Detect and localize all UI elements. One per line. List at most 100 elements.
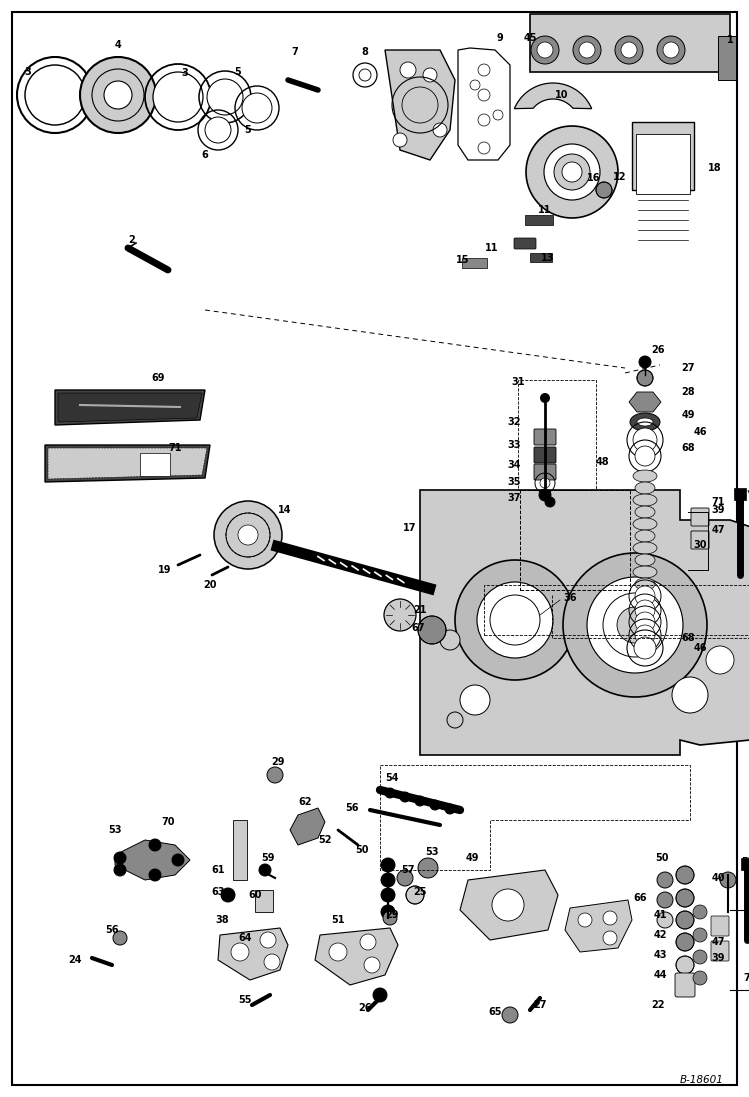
Circle shape: [531, 36, 559, 64]
Circle shape: [400, 792, 410, 802]
Circle shape: [425, 580, 445, 600]
Circle shape: [264, 954, 280, 970]
Circle shape: [526, 126, 618, 218]
Bar: [525, 215, 553, 225]
Text: 40: 40: [712, 873, 725, 883]
Circle shape: [384, 599, 416, 631]
Bar: [518, 380, 596, 490]
Circle shape: [226, 513, 270, 557]
Circle shape: [259, 864, 271, 877]
Text: 57: 57: [401, 866, 415, 875]
Circle shape: [400, 63, 416, 78]
Circle shape: [693, 950, 707, 964]
Circle shape: [635, 600, 655, 620]
Polygon shape: [58, 393, 202, 422]
Circle shape: [663, 42, 679, 58]
Circle shape: [373, 988, 387, 1002]
FancyBboxPatch shape: [514, 238, 536, 249]
Bar: [233, 819, 247, 880]
Circle shape: [114, 864, 126, 877]
Ellipse shape: [633, 518, 657, 530]
Circle shape: [415, 796, 425, 806]
Circle shape: [381, 905, 395, 919]
Text: 65: 65: [488, 1007, 502, 1017]
Text: 26: 26: [358, 1003, 372, 1013]
Polygon shape: [460, 870, 558, 940]
Circle shape: [418, 858, 438, 878]
Text: 54: 54: [385, 773, 398, 783]
Circle shape: [385, 788, 395, 798]
Circle shape: [490, 595, 540, 645]
Text: 67: 67: [411, 623, 425, 633]
Text: 5: 5: [234, 67, 241, 77]
Circle shape: [540, 478, 550, 488]
Circle shape: [492, 889, 524, 921]
Ellipse shape: [635, 578, 655, 590]
Text: B-18601: B-18601: [680, 1075, 724, 1085]
Bar: [140, 453, 170, 476]
Circle shape: [657, 36, 685, 64]
Ellipse shape: [637, 418, 653, 426]
Text: 30: 30: [694, 540, 707, 550]
Circle shape: [430, 800, 440, 810]
Text: 64: 64: [238, 934, 252, 943]
Text: 13: 13: [542, 253, 555, 263]
Text: 28: 28: [681, 387, 695, 397]
FancyBboxPatch shape: [691, 508, 709, 525]
Circle shape: [676, 934, 694, 951]
Circle shape: [455, 559, 575, 680]
Text: 17: 17: [403, 523, 416, 533]
Circle shape: [720, 872, 736, 887]
Polygon shape: [315, 928, 398, 985]
Circle shape: [267, 767, 283, 783]
Circle shape: [433, 123, 447, 137]
Text: 5: 5: [245, 125, 252, 135]
Polygon shape: [385, 50, 455, 160]
Text: 42: 42: [653, 930, 667, 940]
Text: 71: 71: [743, 973, 749, 983]
Text: 31: 31: [512, 377, 525, 387]
Text: 20: 20: [203, 580, 216, 590]
Ellipse shape: [633, 566, 657, 578]
Circle shape: [562, 162, 582, 182]
Circle shape: [493, 110, 503, 120]
Circle shape: [706, 646, 734, 674]
Circle shape: [478, 64, 490, 76]
Polygon shape: [115, 840, 190, 880]
Circle shape: [383, 911, 397, 925]
Circle shape: [657, 892, 673, 908]
Circle shape: [540, 393, 550, 403]
Text: 27: 27: [533, 1000, 547, 1010]
Bar: [530, 14, 730, 72]
Text: 61: 61: [211, 866, 225, 875]
FancyBboxPatch shape: [534, 464, 556, 480]
Polygon shape: [629, 392, 661, 412]
Circle shape: [676, 866, 694, 884]
Text: 39: 39: [712, 505, 725, 514]
Polygon shape: [290, 808, 325, 845]
Circle shape: [172, 853, 184, 866]
Ellipse shape: [633, 494, 657, 506]
Text: 39: 39: [712, 953, 725, 963]
Bar: [636, 134, 690, 194]
Polygon shape: [218, 928, 288, 980]
Text: 27: 27: [682, 363, 695, 373]
Polygon shape: [55, 391, 205, 425]
Circle shape: [214, 501, 282, 569]
Circle shape: [634, 637, 656, 659]
Circle shape: [470, 80, 480, 90]
Text: 62: 62: [298, 798, 312, 807]
Text: 15: 15: [456, 255, 470, 265]
Text: 11: 11: [485, 244, 499, 253]
Circle shape: [502, 1007, 518, 1024]
Circle shape: [100, 77, 136, 113]
Bar: [741, 858, 749, 870]
Circle shape: [80, 57, 156, 133]
Circle shape: [236, 523, 260, 547]
Bar: [248, 931, 270, 945]
Text: 56: 56: [106, 925, 119, 935]
Text: 66: 66: [633, 893, 646, 903]
Text: 53: 53: [425, 847, 439, 857]
Text: 9: 9: [497, 33, 503, 43]
Circle shape: [221, 887, 235, 902]
